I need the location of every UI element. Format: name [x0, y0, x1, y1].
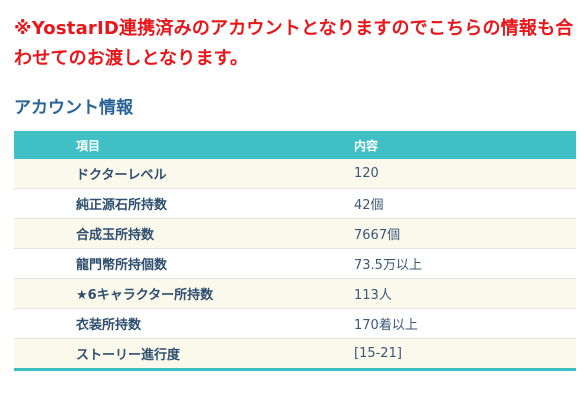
row-value: 73.5万以上	[294, 248, 576, 279]
row-value: [15-21]	[294, 338, 576, 370]
account-info-table: 項目 内容 ドクターレベル 120 純正源石所持数 42個 合成玉所持数 766…	[14, 131, 576, 371]
row-label: 衣装所持数	[14, 308, 294, 339]
row-label: ドクターレベル	[14, 159, 294, 189]
table-row: 純正源石所持数 42個	[14, 188, 576, 219]
header-item: 項目	[14, 131, 294, 159]
table-row: ドクターレベル 120	[14, 159, 576, 189]
row-value: 170着以上	[294, 308, 576, 339]
row-label: 純正源石所持数	[14, 188, 294, 219]
table-row: 衣装所持数 170着以上	[14, 308, 576, 339]
row-label: ★6キャラクター所持数	[14, 278, 294, 309]
table-header-row: 項目 内容	[14, 131, 576, 159]
notice-line-1: ※YostarID連携済みのアカウントとなりますのでこちらの情報も合	[14, 18, 574, 39]
row-label: 龍門幣所持個数	[14, 248, 294, 279]
table-row: ストーリー進行度 [15-21]	[14, 338, 576, 370]
row-value: 42個	[294, 188, 576, 219]
notice-line-2: わせてのお渡しとなります。	[14, 48, 249, 69]
row-label: ストーリー進行度	[14, 338, 294, 370]
section-title: アカウント情報	[14, 98, 133, 118]
row-value: 120	[294, 159, 576, 189]
row-value: 113人	[294, 278, 576, 309]
table-row: ★6キャラクター所持数 113人	[14, 278, 576, 309]
row-label: 合成玉所持数	[14, 218, 294, 249]
header-content: 内容	[294, 131, 576, 159]
row-value: 7667個	[294, 218, 576, 249]
table-row: 合成玉所持数 7667個	[14, 218, 576, 249]
notice-text: ※YostarID連携済みのアカウントとなりますのでこちらの情報も合 わせてのお…	[14, 14, 576, 74]
table-row: 龍門幣所持個数 73.5万以上	[14, 248, 576, 279]
